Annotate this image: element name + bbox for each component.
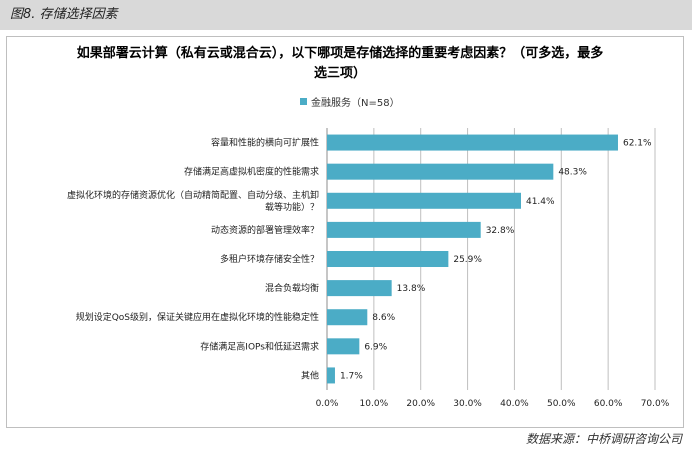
data-label: 62.1% [623,139,652,149]
x-tick-label: 0.0% [316,399,339,409]
legend-swatch [300,98,307,105]
category-label-line: 虚拟化环境的存储资源优化（自动精简配置、自动分级、主机卸 [67,189,319,201]
x-tick-label: 70.0% [641,399,670,409]
category-label-line: 其他 [301,369,319,381]
x-tick-label: 60.0% [594,399,623,409]
bar [327,309,368,326]
x-tick-label: 10.0% [360,399,389,409]
bar [327,250,449,268]
category-label: 其他 [301,369,319,381]
bar [327,163,554,180]
category-label-line: 动态资源的部署管理效率？ [211,224,319,236]
bar [327,338,360,355]
data-label: 25.9% [453,255,482,265]
category-label: 虚拟化环境的存储资源优化（自动精简配置、自动分级、主机卸载等功能）？ [67,189,319,213]
category-label-line: 存储满足高IOPs和低延迟需求 [200,340,319,352]
category-label: 存储满足高虚拟机密度的性能需求 [184,166,319,178]
data-label: 13.8% [397,284,426,294]
category-label-line: 载等功能）？ [265,201,319,213]
category-label-line: 存储满足高虚拟机密度的性能需求 [184,166,319,178]
data-label: 6.9% [364,342,387,352]
bar [327,134,618,151]
bar [327,367,335,384]
bar [327,280,392,297]
bar [327,221,481,238]
data-label: 41.4% [526,197,555,207]
chart-title-line-1: 如果部署云计算（私有云或混合云），以下哪项是存储选择的重要考虑因素？（可多选，最… [76,46,604,61]
source-note: 数据来源：中桥调研咨询公司 [525,432,682,446]
bar [327,192,521,209]
chart-frame [6,36,684,428]
chart-title-line-2: 选三项） [313,66,366,81]
category-label: 多租户环境存储安全性？ [220,253,319,265]
data-label: 1.7% [340,371,363,381]
category-label: 存储满足高IOPs和低延迟需求 [200,340,319,352]
legend: 金融服务（N=58） [300,94,400,109]
x-tick-label: 20.0% [406,399,435,409]
category-label-line: 混合负载均衡 [265,282,319,294]
category-label: 动态资源的部署管理效率？ [211,224,319,236]
legend-label: 金融服务（N=58） [311,98,400,109]
category-label: 混合负载均衡 [265,282,319,294]
data-label: 48.3% [558,168,587,178]
figure-header: 图8. 存储选择因素 [0,0,692,30]
x-tick-label: 40.0% [500,399,529,409]
data-label: 32.8% [486,226,515,236]
x-tick-label: 30.0% [453,399,482,409]
category-label-line: 容量和性能的横向可扩展性 [211,137,319,149]
category-label: 容量和性能的横向可扩展性 [211,137,319,149]
data-label: 8.6% [372,313,395,323]
category-label-line: 多租户环境存储安全性？ [220,253,319,265]
x-tick-label: 50.0% [547,399,576,409]
category-label-line: 规划设定QoS级别，保证关键应用在虚拟化环境的性能稳定性 [76,311,319,323]
chart-title: 如果部署云计算（私有云或混合云），以下哪项是存储选择的重要考虑因素？（可多选，最… [60,44,620,84]
category-label: 规划设定QoS级别，保证关键应用在虚拟化环境的性能稳定性 [76,311,319,323]
